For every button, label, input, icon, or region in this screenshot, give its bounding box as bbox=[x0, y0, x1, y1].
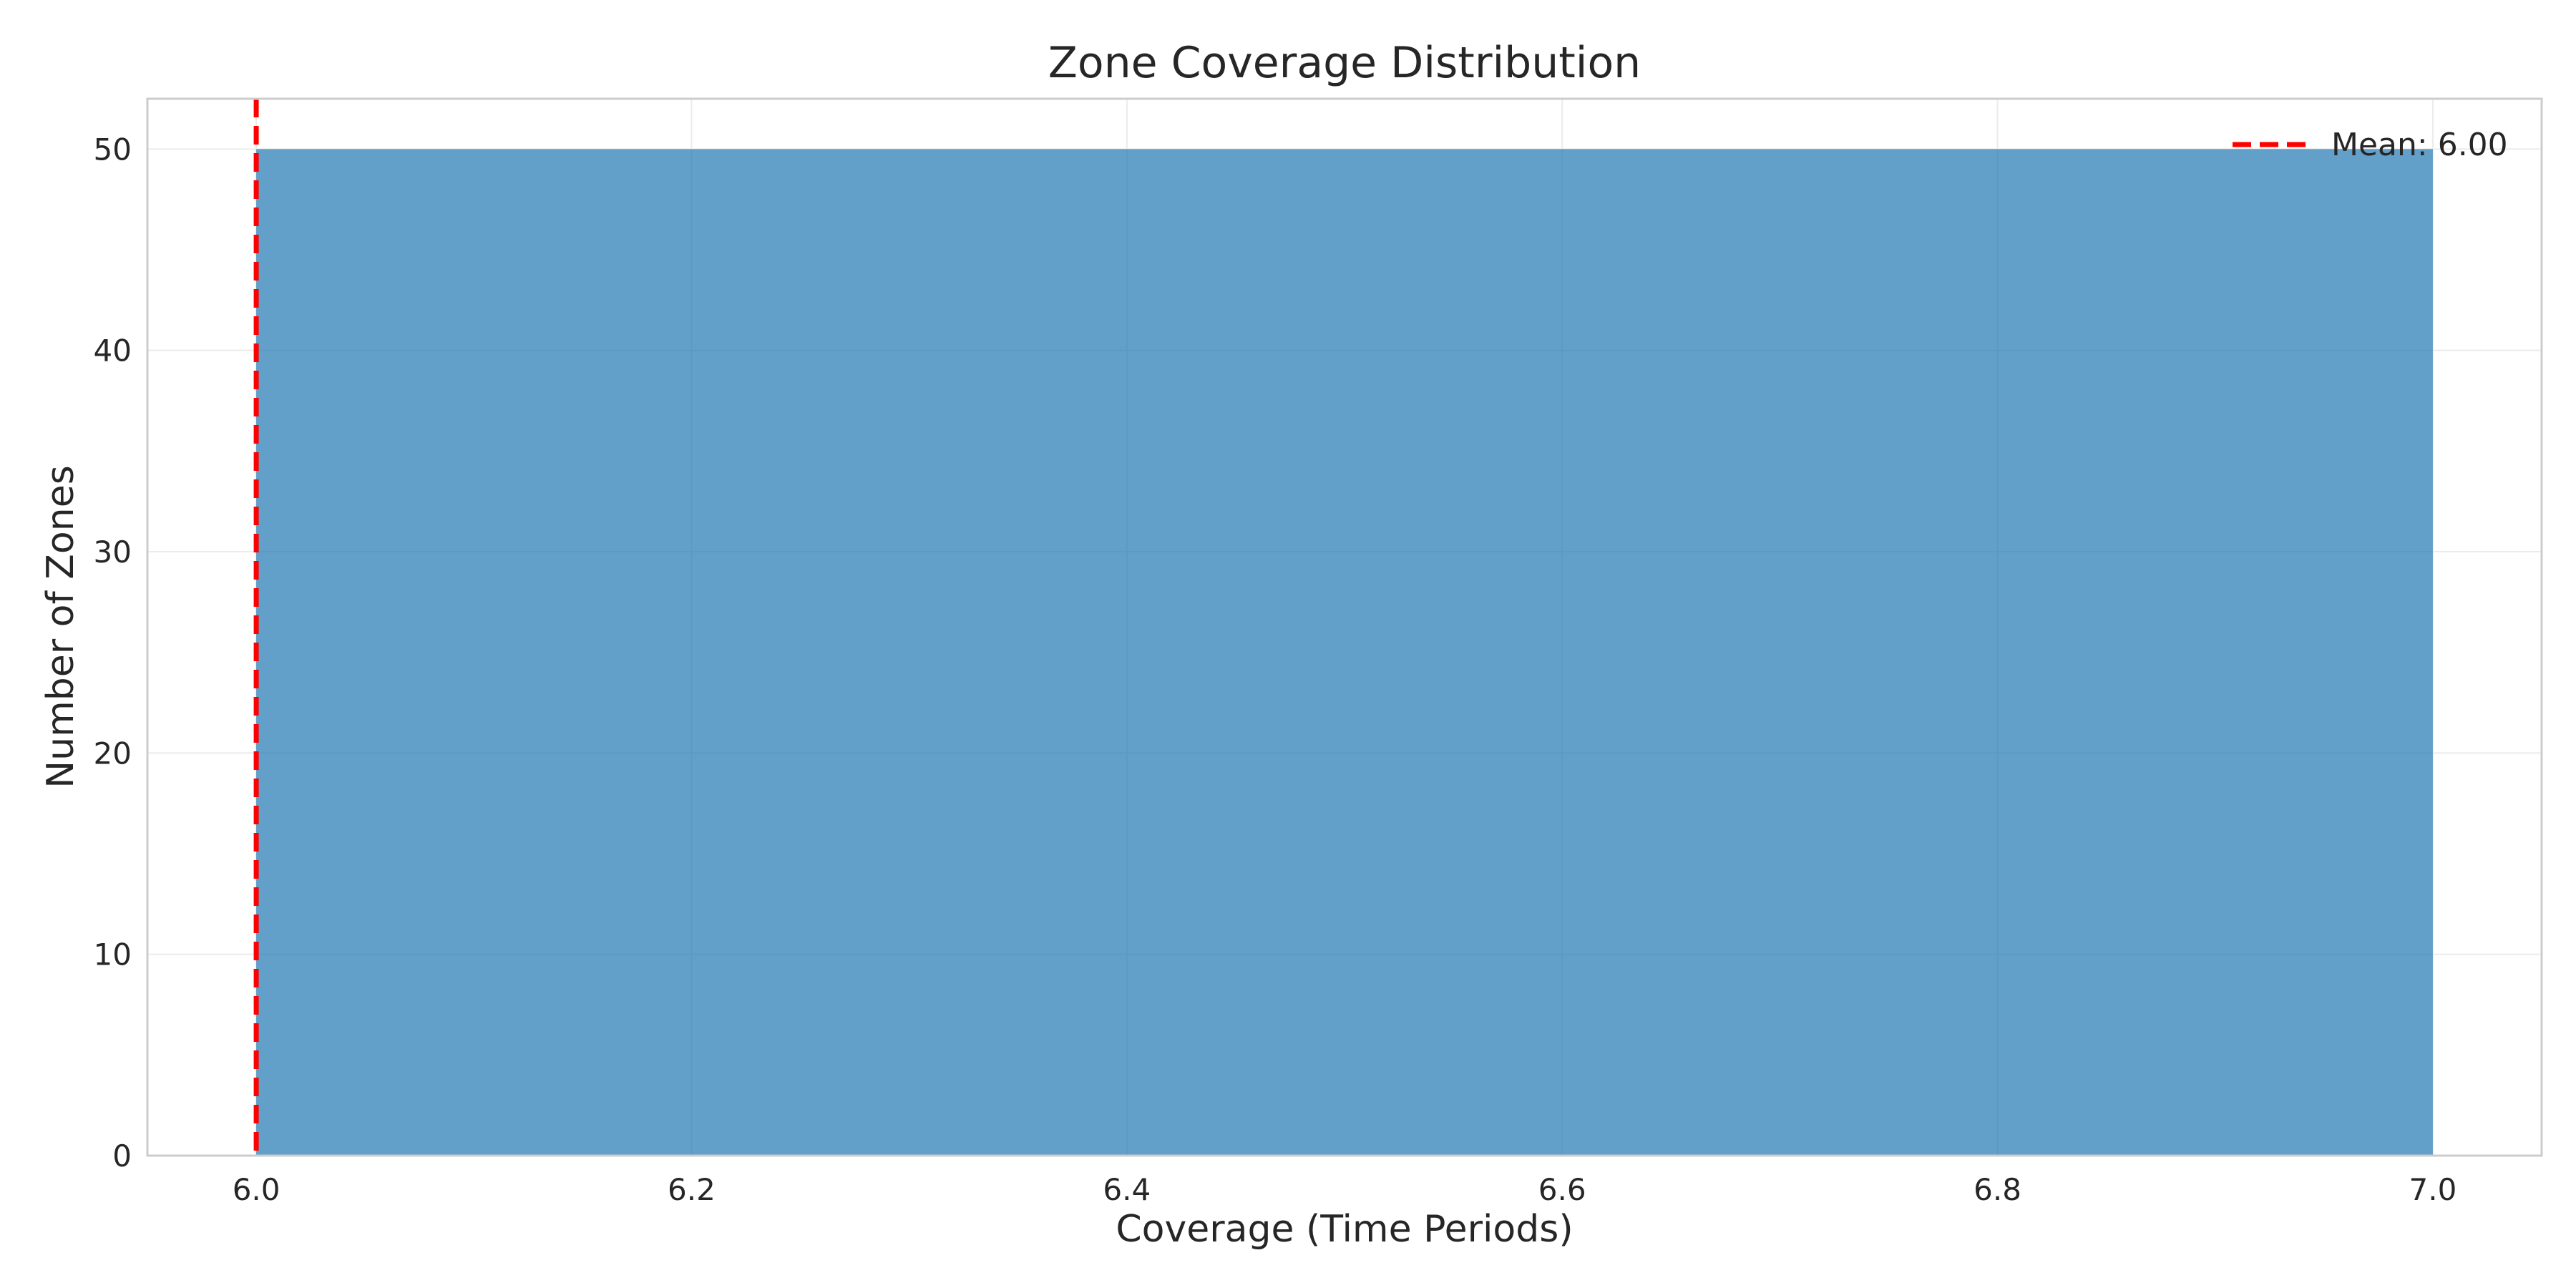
x-tick-label-4: 6.8 bbox=[1974, 1172, 2021, 1207]
plot-frame bbox=[146, 97, 2543, 1157]
bars-layer bbox=[256, 149, 2433, 1156]
y-tick-label-3: 30 bbox=[94, 535, 132, 570]
chart-title: Zone Coverage Distribution bbox=[1048, 38, 1641, 88]
histogram-bar-0 bbox=[256, 149, 2433, 1156]
x-ticks-layer: 6.0 6.2 6.4 6.6 6.8 7.0 bbox=[233, 1172, 2457, 1207]
y-tick-label-2: 20 bbox=[94, 736, 132, 771]
y-tick-label-1: 10 bbox=[94, 937, 132, 972]
legend-label-mean: Mean: 6.00 bbox=[2331, 127, 2508, 163]
x-tick-label-2: 6.4 bbox=[1103, 1172, 1151, 1207]
x-axis-label: Coverage (Time Periods) bbox=[1116, 1208, 1573, 1251]
x-tick-label-1: 6.2 bbox=[668, 1172, 716, 1207]
y-ticks-layer: 0 10 20 30 40 50 bbox=[94, 132, 132, 1174]
y-axis-label: Number of Zones bbox=[39, 465, 82, 789]
x-tick-label-0: 6.0 bbox=[233, 1172, 280, 1207]
y-tick-label-4: 40 bbox=[94, 333, 132, 369]
legend: Mean: 6.00 bbox=[2233, 127, 2508, 163]
x-tick-label-3: 6.6 bbox=[1538, 1172, 1586, 1207]
y-tick-label-5: 50 bbox=[94, 132, 132, 167]
y-tick-label-0: 0 bbox=[112, 1138, 132, 1174]
x-tick-label-5: 7.0 bbox=[2409, 1172, 2457, 1207]
